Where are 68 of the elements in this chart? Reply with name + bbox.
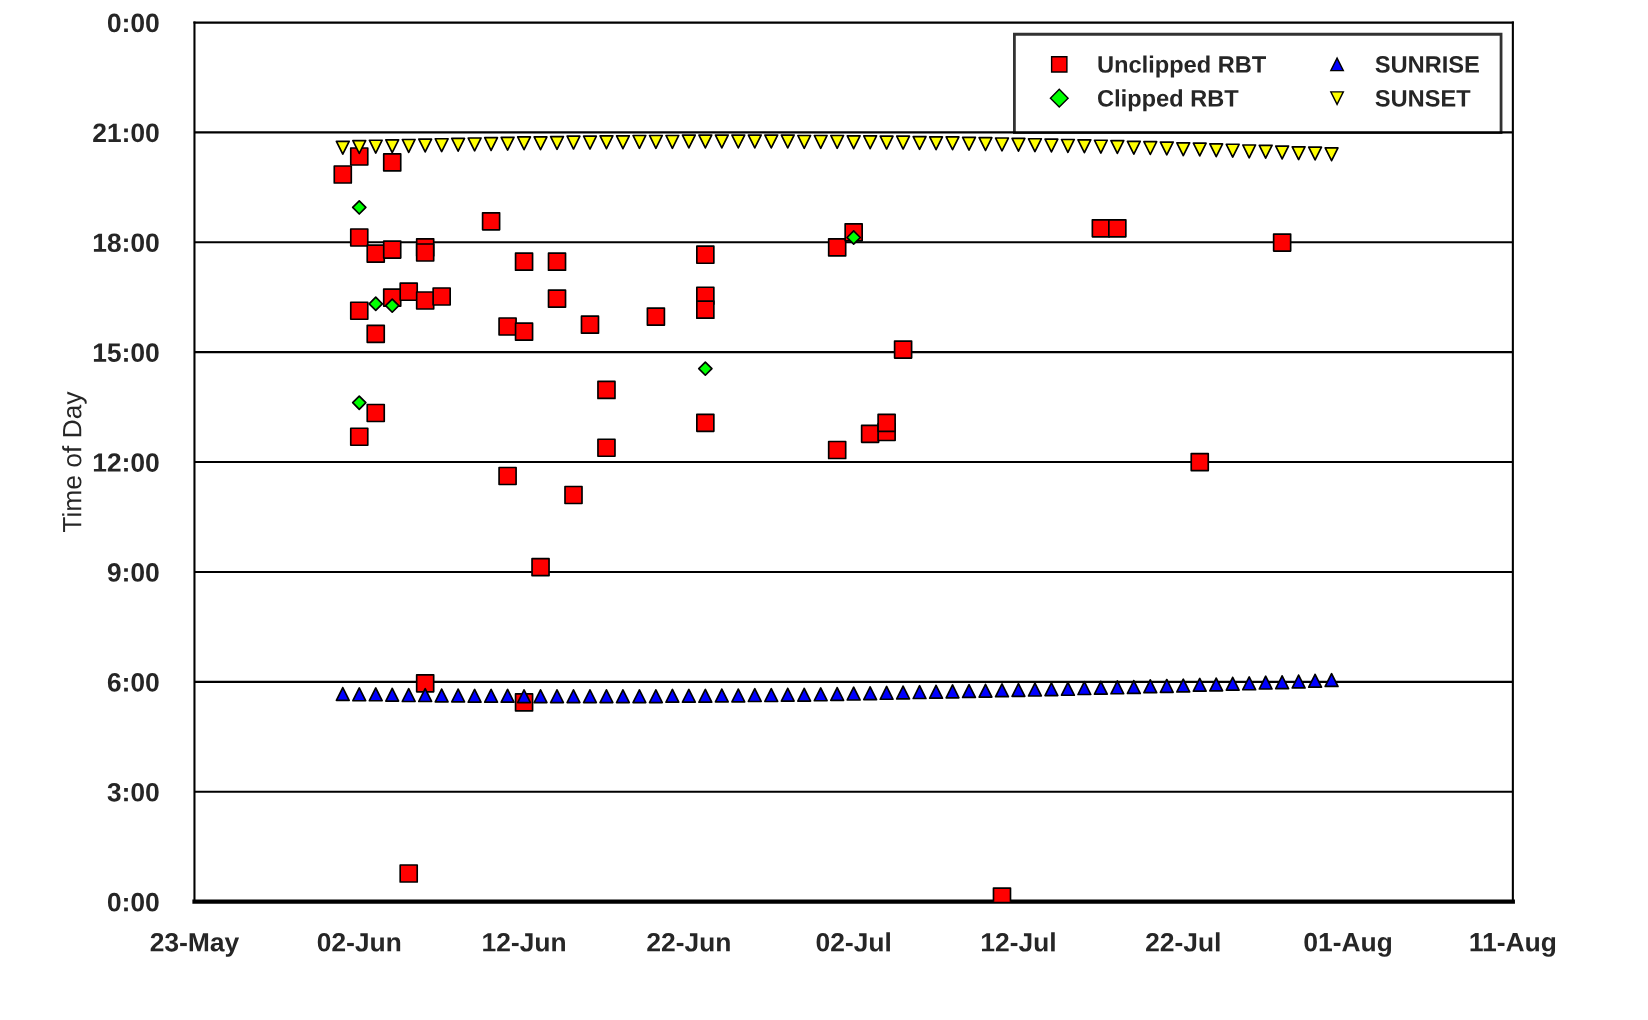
point [696,245,715,265]
point [432,287,452,306]
point [349,427,369,447]
x-tick-label: 02-Jul [816,932,890,952]
point [877,413,896,433]
y-axis-title: Time of Day [62,391,87,533]
legend-label: Unclipped RBT [1098,55,1266,78]
point [382,240,402,259]
y-tick-label: 12:00 [93,453,159,472]
point [514,252,534,272]
point [415,291,435,310]
point [399,282,419,302]
point [1190,452,1210,472]
point [893,340,913,359]
y-tick-label: 0:00 [107,892,159,912]
x-tick-label: 23-May [150,932,240,957]
y-tick-label: 0:00 [107,13,159,33]
point [333,165,353,184]
point [351,395,367,411]
x-tick-label: 11-Aug [1470,933,1556,957]
point [827,238,847,257]
point [597,438,616,458]
point [564,485,583,505]
point [366,244,386,263]
point [498,466,517,486]
point [384,298,400,314]
legend-label: Clipped RBT [1098,89,1239,112]
legend-label: SUNSET [1375,89,1471,107]
point [646,307,666,326]
y-tick-label: 6:00 [107,673,159,692]
point [349,228,369,247]
point [382,153,402,172]
y-tick-label: 18:00 [93,233,159,253]
y-tick-label: 21:00 [93,123,159,143]
y-tick-label: 9:00 [107,563,159,582]
point [1272,233,1292,252]
point [349,301,369,321]
point [697,361,713,377]
point [368,296,384,312]
x-tick-label: 02-Jun [317,932,401,952]
legend-label: SUNRISE [1375,56,1479,73]
point [349,147,369,166]
point [1108,218,1127,238]
x-tick-label: 22-Jul [1146,932,1220,952]
point [498,317,517,336]
point [696,413,715,433]
x-tick-label: 01-Aug [1304,932,1392,957]
point [399,864,419,883]
x-tick-label: 12-Jul [982,932,1055,952]
point [351,200,367,215]
point [366,403,386,423]
point [366,324,386,344]
point [846,230,862,245]
point [415,243,435,262]
point [827,440,847,460]
y-tick-label: 15:00 [93,343,159,362]
point [547,289,567,309]
point [597,380,616,400]
x-tick-label: 22-Jun [647,932,730,952]
point [531,557,550,577]
point [514,322,534,341]
point [547,252,567,272]
point [415,673,435,693]
y-tick-label: 3:00 [107,782,159,802]
point [696,300,715,319]
point [580,315,600,335]
point [481,212,501,231]
x-tick-label: 12-Jun [483,932,565,952]
